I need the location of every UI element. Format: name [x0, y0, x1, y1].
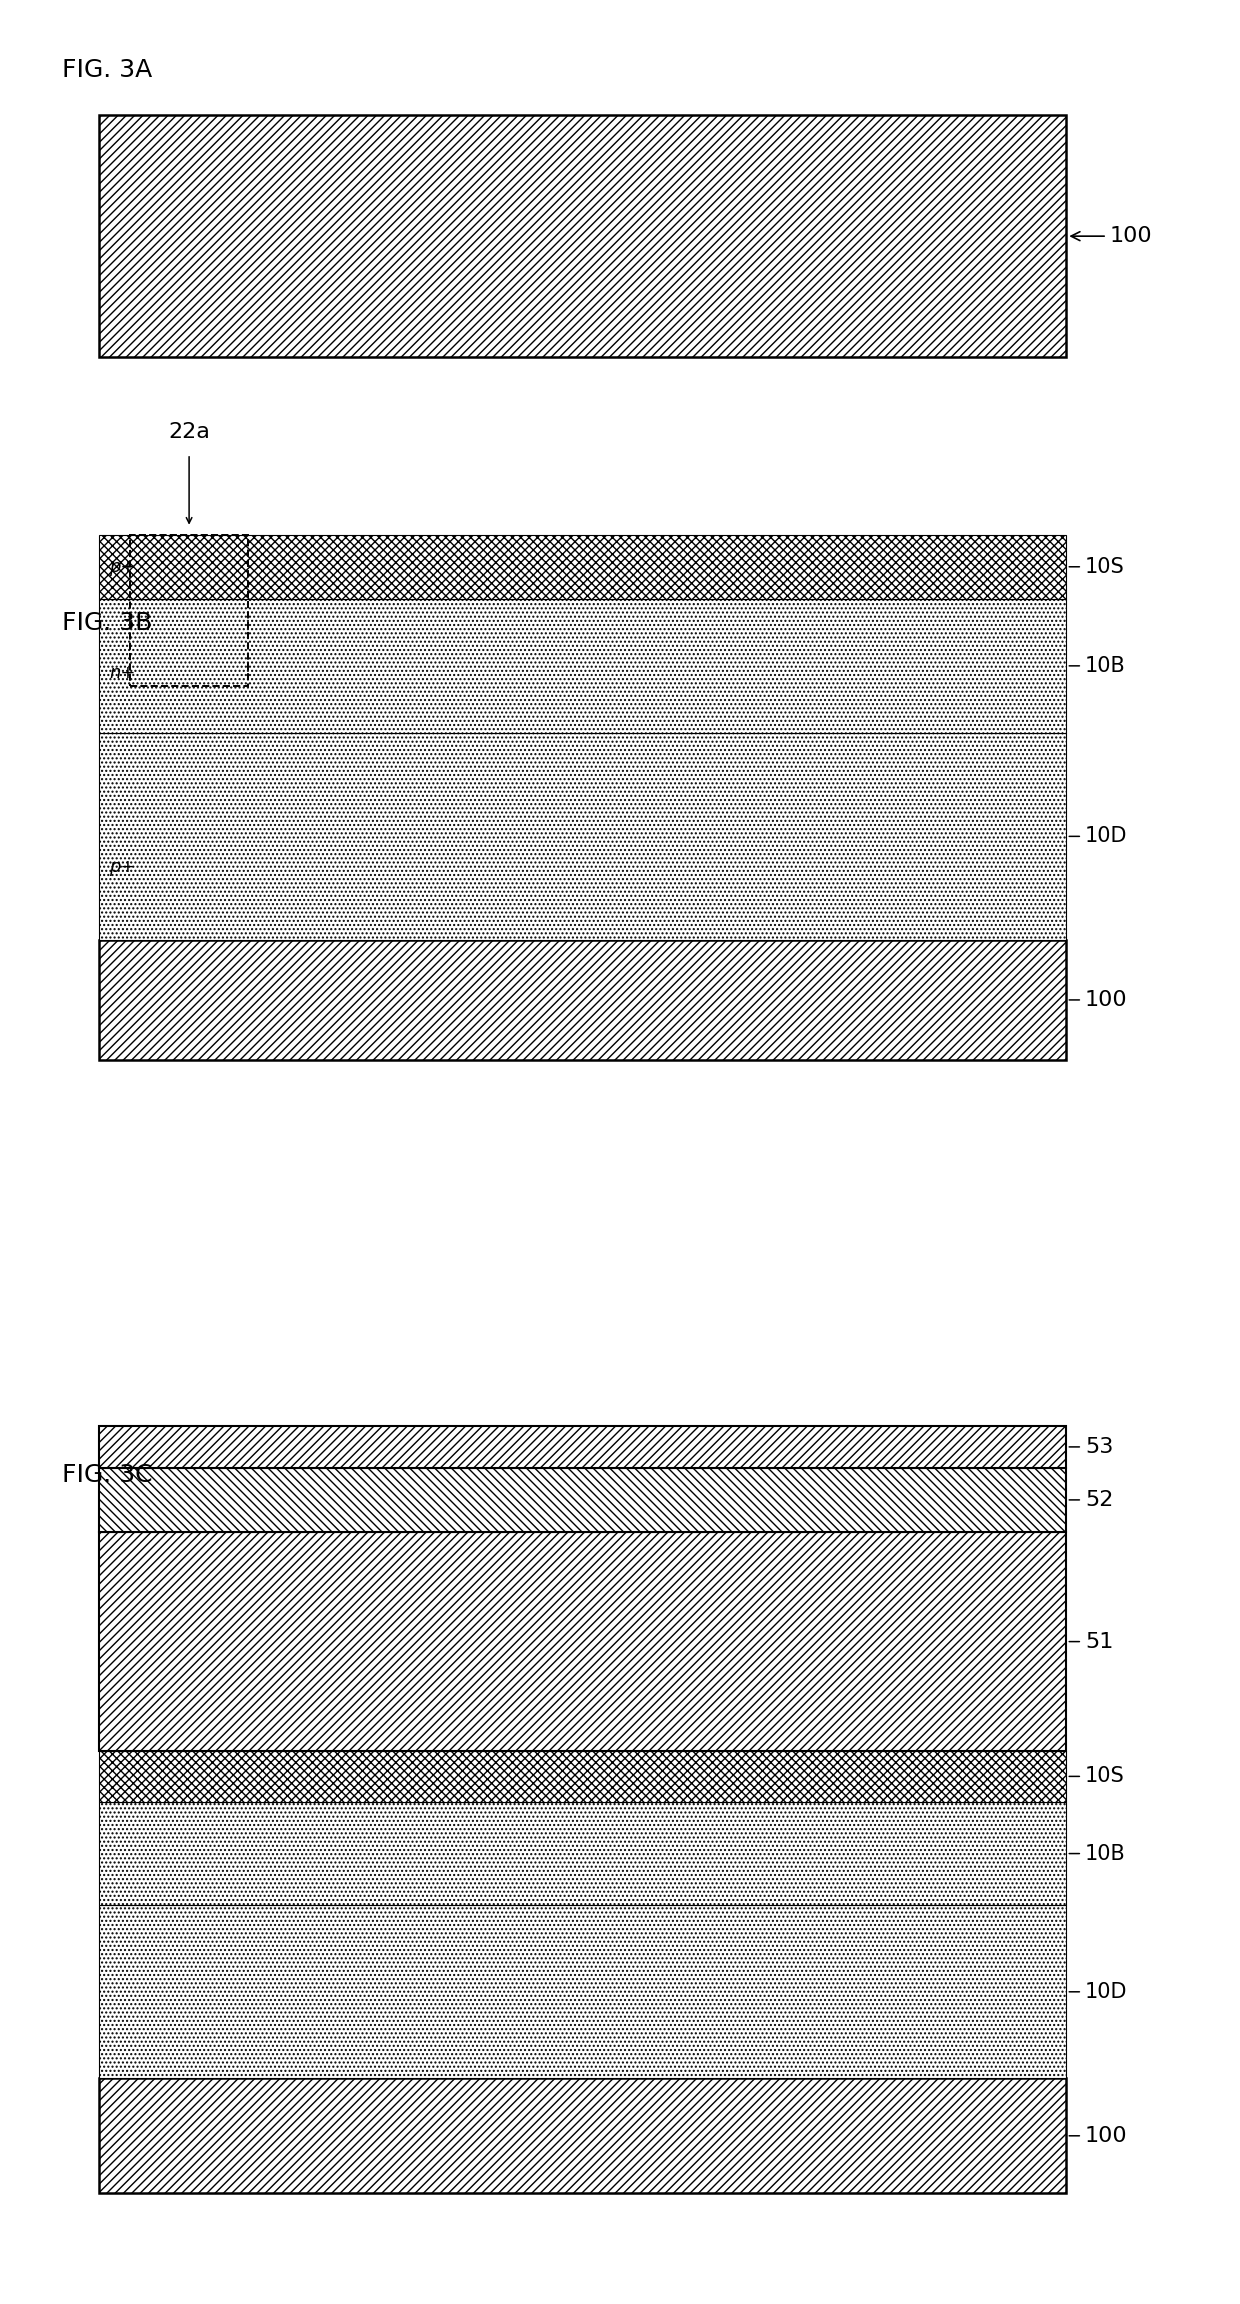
Bar [99, 1426, 1066, 1468]
Text: 100: 100 [1071, 226, 1152, 247]
Bar [99, 733, 1066, 940]
Text: 10D: 10D [1069, 827, 1127, 846]
Text: 100: 100 [1069, 2127, 1127, 2145]
Bar [99, 1802, 1066, 1905]
Text: 52: 52 [1069, 1491, 1114, 1509]
Bar [99, 1468, 1066, 1532]
Text: 53: 53 [1069, 1438, 1114, 1456]
Text: p+: p+ [109, 558, 135, 576]
Bar [99, 2078, 1066, 2193]
Text: 10B: 10B [1069, 657, 1126, 675]
Bar [99, 1905, 1066, 2078]
Bar [130, 535, 248, 687]
Bar [99, 1532, 1066, 1751]
Text: n+: n+ [109, 664, 135, 682]
Text: 10S: 10S [1069, 558, 1125, 576]
Bar [99, 599, 1066, 733]
Text: FIG. 3B: FIG. 3B [62, 611, 153, 634]
Text: FIG. 3C: FIG. 3C [62, 1463, 153, 1486]
Text: 100: 100 [1069, 991, 1127, 1009]
Bar [99, 115, 1066, 357]
Text: 10D: 10D [1069, 1981, 1127, 2002]
Text: FIG. 3A: FIG. 3A [62, 58, 153, 81]
Bar [99, 1751, 1066, 1802]
Text: 10S: 10S [1069, 1767, 1125, 1786]
Text: 51: 51 [1069, 1631, 1114, 1652]
Text: 22a: 22a [169, 422, 210, 442]
Text: p+: p+ [109, 859, 135, 876]
Bar [99, 940, 1066, 1060]
Text: 10B: 10B [1069, 1843, 1126, 1864]
Bar [99, 535, 1066, 599]
